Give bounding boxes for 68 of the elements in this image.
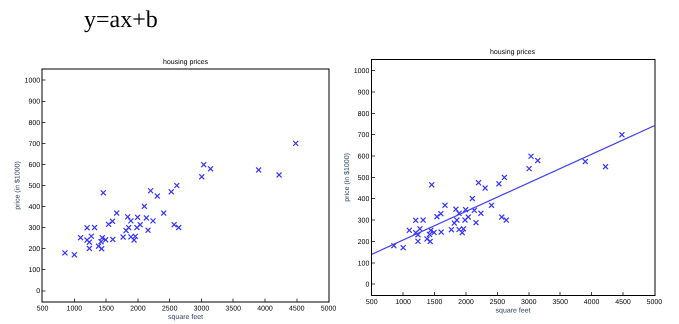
point [148, 188, 154, 194]
point [427, 238, 434, 245]
point [462, 206, 469, 213]
point [451, 220, 458, 226]
point [478, 210, 484, 216]
point [488, 202, 495, 208]
point [456, 210, 462, 216]
point [292, 140, 299, 146]
point [98, 246, 105, 252]
point [475, 180, 482, 186]
point [168, 188, 174, 195]
point [86, 239, 92, 246]
point [459, 230, 466, 236]
point [390, 242, 397, 249]
point [86, 245, 92, 252]
point [428, 182, 435, 188]
point [126, 224, 132, 231]
point [207, 166, 214, 172]
point [160, 210, 167, 216]
point [471, 207, 478, 214]
point [174, 182, 180, 189]
point [442, 202, 448, 208]
point [99, 234, 106, 241]
point [105, 221, 112, 228]
point [534, 157, 541, 164]
point [143, 214, 150, 222]
point [62, 250, 68, 256]
point [618, 132, 625, 138]
point [414, 238, 422, 244]
point [137, 222, 144, 228]
point [416, 226, 424, 232]
point [100, 190, 106, 196]
point [602, 164, 609, 170]
point [114, 210, 120, 216]
point [154, 192, 160, 200]
point [122, 227, 130, 234]
point [134, 214, 141, 220]
point [501, 174, 508, 180]
point [528, 153, 534, 160]
point [200, 162, 207, 168]
point [400, 244, 406, 251]
point [141, 203, 148, 210]
point [424, 236, 430, 242]
point [526, 166, 532, 172]
point [438, 210, 444, 217]
point [128, 218, 134, 224]
point [428, 227, 434, 234]
point [452, 206, 460, 212]
point [434, 214, 440, 220]
point [496, 180, 502, 187]
point [582, 158, 588, 165]
point [465, 214, 472, 220]
point [256, 166, 262, 174]
point [472, 220, 480, 226]
point [88, 233, 94, 240]
point [482, 184, 488, 192]
point [130, 236, 138, 244]
point [109, 218, 116, 224]
point [95, 243, 102, 250]
point [124, 214, 131, 220]
point [150, 218, 156, 224]
point [71, 252, 78, 258]
point [134, 224, 140, 231]
text: y=ax+b [84, 7, 158, 33]
point [469, 195, 476, 202]
point [144, 227, 152, 234]
point [198, 174, 205, 180]
point [276, 172, 282, 178]
